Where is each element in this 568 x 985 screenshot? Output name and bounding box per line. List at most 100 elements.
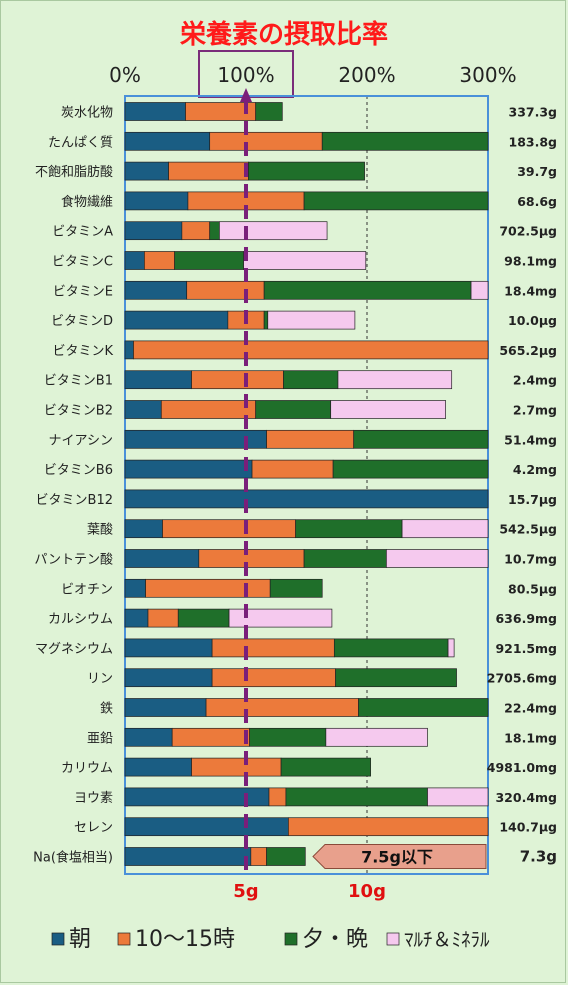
bar-segment <box>162 519 296 539</box>
bar-segment <box>124 251 145 270</box>
bar-segment <box>353 429 489 449</box>
category-label: ビタミンB2 <box>44 404 113 419</box>
amount-labels: 337.3g 183.8g 39.7g 68.6g 702.5μg 98.1mg 18.4m… <box>487 105 557 866</box>
bar-segment <box>330 400 447 419</box>
bar-segment <box>124 698 207 717</box>
category-label: 炭水化物 <box>61 106 113 121</box>
bar-segment <box>174 251 244 270</box>
bar-segment <box>124 757 192 777</box>
x-tick-label: 200% <box>338 63 395 87</box>
amount-label: 702.5μg <box>499 224 557 239</box>
category-label: 葉酸 <box>87 523 113 538</box>
amount-label: 68.6g <box>517 194 557 209</box>
bar-segment <box>288 817 489 837</box>
amount-label: 542.5μg <box>499 522 557 537</box>
amount-label: 22.4mg <box>504 701 557 716</box>
sodium-tick-label: 5g <box>233 881 258 902</box>
bar-segment <box>209 221 220 241</box>
x-tick-label: 100% <box>217 63 274 87</box>
bar-segment <box>269 578 323 598</box>
bar-segment <box>124 459 253 479</box>
bar-segment <box>280 757 371 777</box>
amount-label: 636.9mg <box>495 611 557 626</box>
legend-swatch <box>117 932 131 946</box>
amount-label: 98.1mg <box>504 254 557 269</box>
category-label: カルシウム <box>48 612 113 627</box>
bar-segment <box>124 549 200 568</box>
category-label: たんぱく質 <box>48 135 113 150</box>
bar-segment <box>144 251 175 270</box>
category-label: ビタミンB12 <box>36 493 113 508</box>
category-label: カリウム <box>61 761 113 776</box>
bar-segment <box>250 847 267 866</box>
amount-label: 7.3g <box>520 848 557 866</box>
bar-segment <box>124 102 186 121</box>
bar-segment <box>401 519 489 539</box>
amount-label: 15.7μg <box>508 492 557 507</box>
amount-label: 4.2mg <box>513 462 557 477</box>
amount-label: 51.4mg <box>504 432 557 447</box>
bar-segment <box>191 757 282 777</box>
amount-label: 80.5μg <box>508 581 557 596</box>
bar-segment <box>337 370 453 390</box>
sodium-limit-arrow <box>312 844 487 869</box>
bar-segment <box>181 221 211 241</box>
bar-segment <box>133 340 489 360</box>
category-label: ビタミンE <box>53 284 113 299</box>
bar-segment <box>160 400 257 419</box>
reference-line-100-percent <box>240 88 252 872</box>
category-label: ビタミンC <box>52 255 113 270</box>
bar-segment <box>124 668 213 688</box>
amount-label: 18.4mg <box>504 283 557 298</box>
sodium-axis-ticks: 5g 10g <box>233 881 386 902</box>
bar-segment <box>333 638 449 658</box>
bar-segment <box>124 340 134 360</box>
amount-label: 2.7mg <box>513 403 557 418</box>
bar-segment <box>335 668 457 688</box>
bar-segment <box>358 698 489 717</box>
amount-label: 320.4mg <box>495 790 557 805</box>
bar-segment <box>147 608 179 628</box>
bar-segment <box>303 549 387 568</box>
stacked-bars <box>124 102 489 866</box>
bar-segment <box>211 638 335 658</box>
bar-segment <box>303 191 489 211</box>
bar-segment <box>249 727 327 747</box>
amount-label: 140.7μg <box>499 820 557 835</box>
category-label: ビタミンB1 <box>44 374 113 389</box>
reference-arrow-head <box>240 88 252 102</box>
bar-segment <box>211 668 336 688</box>
bar-segment <box>263 280 472 300</box>
bar-segment <box>243 251 367 270</box>
bar-segment <box>205 698 359 717</box>
sodium-tick-label: 10g <box>348 881 386 902</box>
category-label: ナイアシン <box>49 433 113 448</box>
bar-segment <box>124 608 149 628</box>
amount-label: 4981.0mg <box>487 760 557 775</box>
legend-label: ﾏﾙﾁ＆ﾐﾈﾗﾙ <box>404 929 490 951</box>
bar-segment <box>283 370 339 390</box>
bar-segment <box>268 787 287 807</box>
bar-segment <box>266 847 306 866</box>
bar-segment <box>191 370 284 390</box>
amount-label: 565.2μg <box>499 343 557 358</box>
x-tick-label: 0% <box>109 63 141 87</box>
bar-segment <box>263 310 269 330</box>
bar-segment <box>447 638 455 658</box>
amount-label: 921.5mg <box>495 641 557 656</box>
category-label: リン <box>87 672 113 687</box>
bar-segment <box>285 787 428 807</box>
bar-segment <box>124 489 489 509</box>
category-label: Na(食塩相当) <box>33 850 113 866</box>
bar-segment <box>470 280 489 300</box>
legend-swatch <box>386 932 400 946</box>
category-label: 亜鉛 <box>87 731 113 746</box>
bar-segment <box>219 221 328 241</box>
bar-segment <box>267 310 356 330</box>
bar-segment <box>145 578 271 598</box>
legend-swatch <box>284 932 298 946</box>
amount-label: 337.3g <box>509 105 558 120</box>
category-label: ビタミンB6 <box>44 463 113 478</box>
